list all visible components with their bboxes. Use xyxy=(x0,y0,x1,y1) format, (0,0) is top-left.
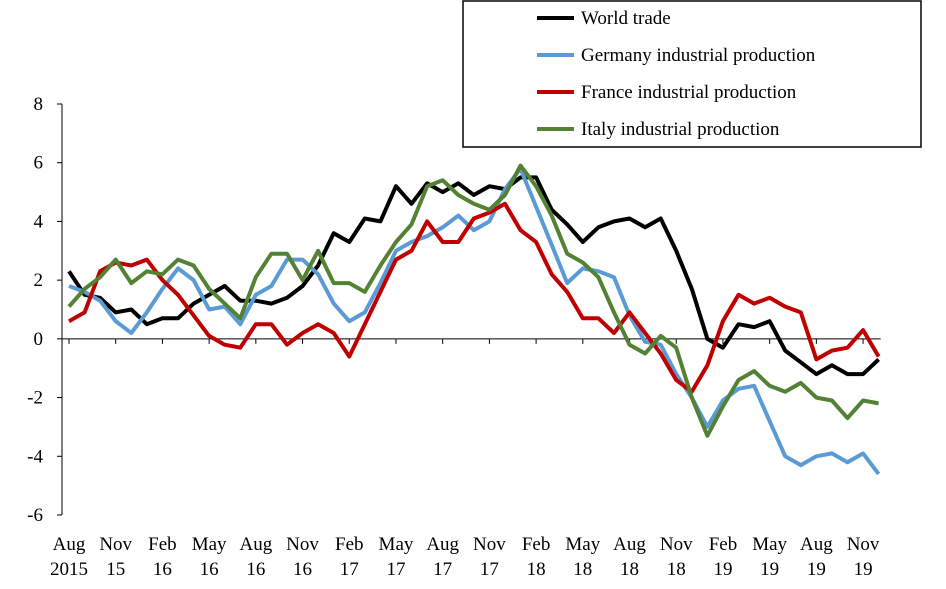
y-tick-label: -4 xyxy=(27,446,43,467)
x-tick-label-month: Nov xyxy=(847,534,880,555)
legend-label-italy-industrial-production: Italy industrial production xyxy=(581,119,780,140)
y-tick-label: 4 xyxy=(34,211,44,232)
y-tick-label: -2 xyxy=(27,388,43,409)
x-tick-label-month: Feb xyxy=(522,534,551,555)
x-tick-label-year: 18 xyxy=(573,559,592,580)
series-line-italy-industrial-production xyxy=(67,163,879,438)
legend: World trade Germany industrial production… xyxy=(462,0,922,148)
x-tick-label-month: Nov xyxy=(660,534,693,555)
x-tick-label-year: 19 xyxy=(807,559,826,580)
x-tick-label-month: Aug xyxy=(53,534,86,555)
x-tick-label-month: Nov xyxy=(473,534,506,555)
legend-label-germany-industrial-production: Germany industrial production xyxy=(581,45,816,66)
x-tick-label-month: Feb xyxy=(335,534,364,555)
x-tick-label-month: Feb xyxy=(148,534,177,555)
legend-box xyxy=(462,0,922,148)
x-tick-label-year: 19 xyxy=(713,559,732,580)
x-tick-label-year: 19 xyxy=(854,559,873,580)
x-tick-label-year: 16 xyxy=(200,559,219,580)
y-tick-label: 2 xyxy=(34,270,44,291)
x-tick-label-month: Aug xyxy=(426,534,459,555)
legend-label-world-trade: World trade xyxy=(581,8,671,29)
x-tick-label-year: 19 xyxy=(760,559,779,580)
x-tick-label-year: 2015 xyxy=(50,559,88,580)
x-tick-label-year: 17 xyxy=(386,559,405,580)
x-tick-label-month: May xyxy=(565,534,600,555)
x-tick-label-year: 16 xyxy=(153,559,172,580)
y-tick-labels: -6 -4 -2 0 2 4 6 8 xyxy=(27,94,43,526)
y-tick-label: -6 xyxy=(27,505,43,526)
x-tick-label-year: 18 xyxy=(667,559,686,580)
x-tick-label-month: Nov xyxy=(99,534,132,555)
x-tick-label-year: 17 xyxy=(480,559,499,580)
x-tick-label-month: May xyxy=(752,534,787,555)
x-tick-labels: Aug 2015 Nov 15 Feb 16 May 16 Aug 16 Nov 16 Feb 17 May… xyxy=(50,534,880,580)
chart-axes xyxy=(57,103,881,516)
x-tick-label-year: 18 xyxy=(527,559,546,580)
x-tick-label-month: Nov xyxy=(286,534,319,555)
legend-label-france-industrial-production: France industrial production xyxy=(581,82,797,103)
y-tick-label: 6 xyxy=(34,153,44,174)
x-tick-label-year: 16 xyxy=(293,559,312,580)
y-tick-label: 8 xyxy=(34,94,44,115)
x-tick-label-month: Aug xyxy=(800,534,833,555)
x-tick-label-month: May xyxy=(379,534,414,555)
y-tick-label: 0 xyxy=(34,329,44,350)
x-tick-label-year: 16 xyxy=(246,559,265,580)
series-line-germany-industrial-production xyxy=(68,166,881,476)
x-tick-label-month: May xyxy=(192,534,227,555)
x-tick-label-year: 17 xyxy=(433,559,452,580)
series-line-france-industrial-production xyxy=(68,201,881,394)
x-tick-label-year: 17 xyxy=(340,559,359,580)
plot-area xyxy=(67,163,881,476)
x-tick-label-month: Feb xyxy=(709,534,738,555)
x-tick-label-year: 15 xyxy=(106,559,125,580)
x-tick-label-year: 18 xyxy=(620,559,639,580)
x-tick-label-month: Aug xyxy=(239,534,272,555)
x-tick-label-month: Aug xyxy=(613,534,646,555)
